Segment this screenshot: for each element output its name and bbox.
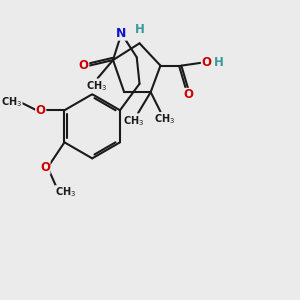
Text: N: N [116, 27, 127, 40]
Text: O: O [202, 56, 212, 69]
Text: CH$_3$: CH$_3$ [154, 112, 175, 126]
Text: H: H [214, 56, 224, 69]
Text: CH$_3$: CH$_3$ [123, 114, 145, 128]
Text: CH$_3$: CH$_3$ [1, 95, 22, 109]
Text: CH$_3$: CH$_3$ [55, 186, 76, 200]
Text: H: H [135, 23, 145, 36]
Text: O: O [79, 59, 89, 72]
Text: CH$_3$: CH$_3$ [86, 79, 107, 93]
Text: O: O [183, 88, 193, 101]
Text: O: O [36, 104, 46, 117]
Text: O: O [40, 161, 50, 174]
